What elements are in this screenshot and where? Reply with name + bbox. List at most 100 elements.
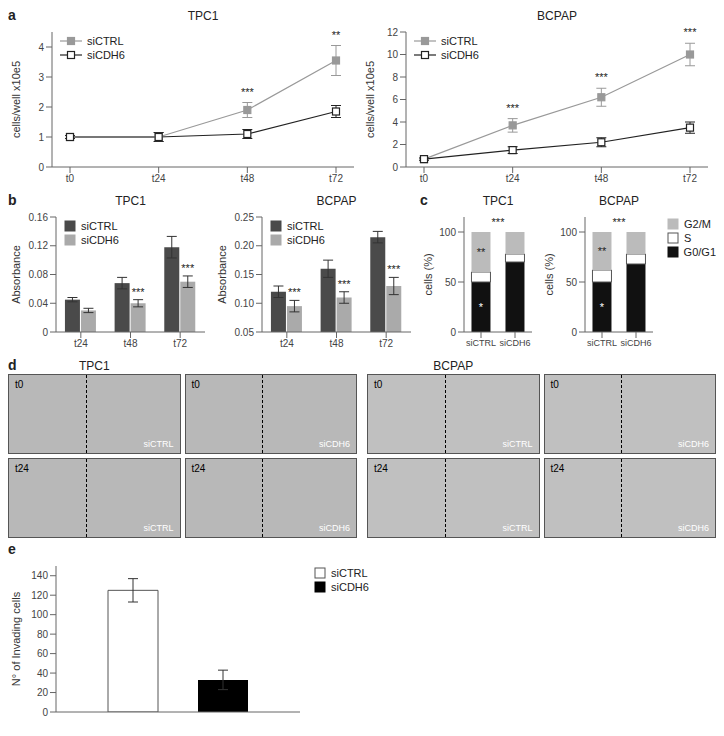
svg-text:0.10: 0.10 xyxy=(235,298,255,309)
svg-text:***: *** xyxy=(288,286,302,298)
svg-text:N° of Invading cells: N° of Invading cells xyxy=(10,591,22,686)
svg-text:**: ** xyxy=(477,246,486,258)
svg-text:80: 80 xyxy=(37,629,49,640)
svg-text:20: 20 xyxy=(37,687,49,698)
svg-text:120: 120 xyxy=(31,590,48,601)
svg-text:t72: t72 xyxy=(683,173,697,184)
svg-text:40: 40 xyxy=(37,668,49,679)
html-text:t24: t24 xyxy=(374,463,388,474)
svg-text:4: 4 xyxy=(38,42,44,53)
svg-text:0: 0 xyxy=(42,707,48,718)
svg-text:***: *** xyxy=(241,86,255,98)
html-text:siCDH6: siCDH6 xyxy=(87,49,125,61)
svg-text:0: 0 xyxy=(38,162,44,173)
svg-text:0: 0 xyxy=(450,327,456,338)
html-text:siCTRL: siCTRL xyxy=(87,35,124,47)
svg-text:**: ** xyxy=(332,29,341,41)
svg-text:***: *** xyxy=(506,102,520,114)
svg-text:60: 60 xyxy=(37,648,49,659)
svg-text:siCTRL: siCTRL xyxy=(587,338,617,348)
svg-text:siCDH6: siCDH6 xyxy=(620,338,651,348)
html-text:siCDH6: siCDH6 xyxy=(441,49,479,61)
html-text:siCTRL: siCTRL xyxy=(441,35,478,47)
html-text:t24: t24 xyxy=(550,463,565,474)
html-text:BCPAP: BCPAP xyxy=(316,194,357,208)
svg-text:100: 100 xyxy=(560,227,577,238)
svg-text:***: *** xyxy=(181,262,195,274)
html-text:t24: t24 xyxy=(191,463,206,474)
svg-text:***: *** xyxy=(595,71,609,83)
svg-text:t48: t48 xyxy=(124,338,138,349)
svg-text:0.04: 0.04 xyxy=(29,298,49,309)
svg-text:3: 3 xyxy=(38,72,44,83)
svg-text:0.12: 0.12 xyxy=(29,240,49,251)
svg-text:cells/well x10e5: cells/well x10e5 xyxy=(10,61,22,138)
svg-text:Absorbance: Absorbance xyxy=(216,245,228,304)
svg-text:t72: t72 xyxy=(379,338,393,349)
svg-text:140: 140 xyxy=(31,570,48,581)
html-text:siCTRL: siCTRL xyxy=(81,220,118,232)
svg-text:8: 8 xyxy=(392,72,398,83)
svg-text:0.16: 0.16 xyxy=(29,212,49,223)
svg-text:50: 50 xyxy=(445,277,457,288)
html-text:siCDH6: siCDH6 xyxy=(331,581,369,593)
svg-text:t24: t24 xyxy=(74,338,88,349)
html-text:G0/G1: G0/G1 xyxy=(683,246,716,258)
html-text:siCTRL: siCTRL xyxy=(143,439,174,449)
html-text:siCTRL: siCTRL xyxy=(287,220,324,232)
svg-text:t72: t72 xyxy=(329,173,343,184)
html-text:BCPAP: BCPAP xyxy=(433,359,474,373)
svg-text:t24: t24 xyxy=(280,338,294,349)
svg-text:6: 6 xyxy=(392,94,398,105)
svg-text:siCDH6: siCDH6 xyxy=(499,338,530,348)
svg-text:0: 0 xyxy=(42,327,48,338)
html-text:siCDH6: siCDH6 xyxy=(81,234,119,246)
svg-text:***: *** xyxy=(684,26,698,38)
svg-text:100: 100 xyxy=(31,609,48,620)
svg-text:***: *** xyxy=(338,278,352,290)
svg-text:0.05: 0.05 xyxy=(235,327,255,338)
svg-text:t72: t72 xyxy=(173,338,187,349)
html-text:BCPAP: BCPAP xyxy=(599,194,639,208)
svg-text:t24: t24 xyxy=(152,173,166,184)
svg-text:t0: t0 xyxy=(420,173,429,184)
svg-text:1: 1 xyxy=(38,132,44,143)
svg-text:t24: t24 xyxy=(506,173,520,184)
html-text:TPC1: TPC1 xyxy=(187,9,219,23)
svg-text:***: *** xyxy=(387,263,401,275)
svg-text:0.15: 0.15 xyxy=(235,269,255,280)
svg-text:**: ** xyxy=(598,245,607,257)
html-text:BCPAP: BCPAP xyxy=(537,9,577,23)
svg-text:***: *** xyxy=(132,286,146,298)
html-text:siCDH6: siCDH6 xyxy=(287,234,325,246)
svg-text:t48: t48 xyxy=(240,173,254,184)
svg-text:siCTRL: siCTRL xyxy=(466,338,496,348)
svg-text:cells (%): cells (%) xyxy=(422,253,434,295)
html-text:TPC1: TPC1 xyxy=(78,359,110,373)
svg-text:2: 2 xyxy=(38,102,44,113)
svg-text:t48: t48 xyxy=(330,338,344,349)
svg-text:cells (%): cells (%) xyxy=(543,253,555,295)
svg-text:t0: t0 xyxy=(66,173,75,184)
svg-text:4: 4 xyxy=(392,117,398,128)
svg-text:2: 2 xyxy=(392,139,398,150)
svg-text:0.25: 0.25 xyxy=(235,212,255,223)
svg-text:10: 10 xyxy=(387,49,399,60)
svg-text:0: 0 xyxy=(571,327,577,338)
svg-text:cells/well x10e5: cells/well x10e5 xyxy=(364,61,376,138)
html-text:G2/M: G2/M xyxy=(684,218,711,230)
svg-text:12: 12 xyxy=(387,27,399,38)
html-text:TPC1: TPC1 xyxy=(482,194,514,208)
svg-text:50: 50 xyxy=(566,277,578,288)
svg-text:Absorbance: Absorbance xyxy=(10,245,22,304)
svg-text:*: * xyxy=(600,301,605,313)
svg-text:*: * xyxy=(479,301,484,313)
html-text:t24: t24 xyxy=(15,463,29,474)
svg-text:0.08: 0.08 xyxy=(29,269,49,280)
html-text:siCTRL: siCTRL xyxy=(331,567,368,579)
svg-text:0: 0 xyxy=(392,162,398,173)
html-text:TPC1: TPC1 xyxy=(115,194,146,208)
svg-text:t48: t48 xyxy=(594,173,608,184)
svg-text:100: 100 xyxy=(439,227,456,238)
svg-text:0.20: 0.20 xyxy=(235,240,255,251)
